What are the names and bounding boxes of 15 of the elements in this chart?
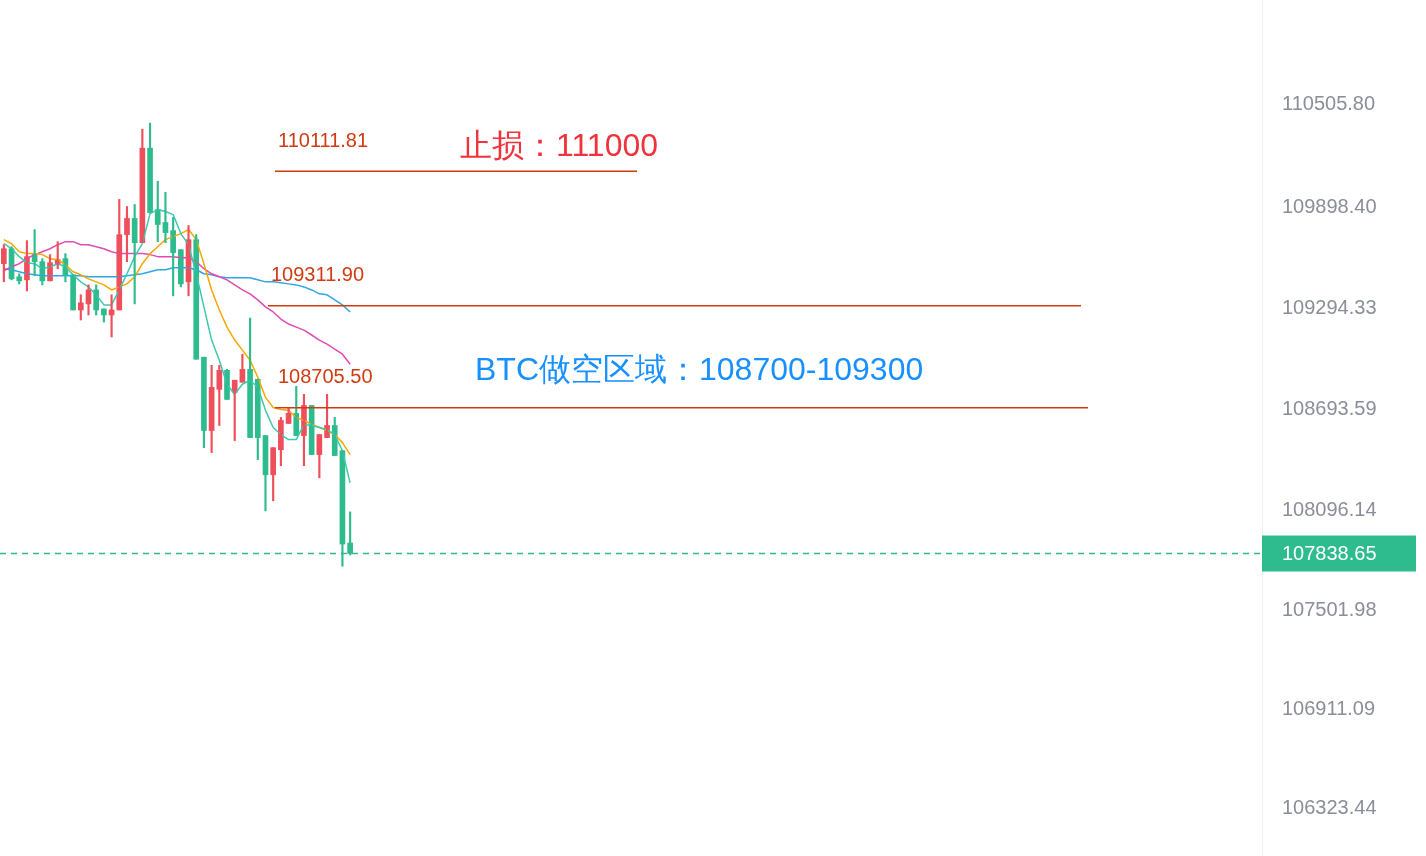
ref-line-label: 107838.65 — [1282, 542, 1377, 565]
annotation: BTC做空区域：108700-109300 — [475, 350, 924, 387]
y-tick-label: 110505.80 — [1282, 92, 1376, 115]
y-tick-label: 109294.33 — [1282, 296, 1377, 319]
y-tick-label: 108096.14 — [1282, 497, 1377, 520]
y-tick-label: 106911.09 — [1282, 697, 1376, 720]
candlestick — [308, 405, 315, 455]
y-tick-label: 108693.59 — [1282, 397, 1377, 420]
ref-line-label: 110111.81 — [278, 128, 369, 151]
y-tick-label: 107501.98 — [1282, 597, 1377, 620]
ref-line-label: 108705.50 — [278, 365, 373, 388]
annotation: 止损：111000 — [460, 126, 659, 163]
y-tick-label: 109898.40 — [1282, 194, 1377, 217]
y-tick-label: 106323.44 — [1282, 795, 1377, 818]
ref-line-label: 109311.90 — [271, 263, 365, 286]
